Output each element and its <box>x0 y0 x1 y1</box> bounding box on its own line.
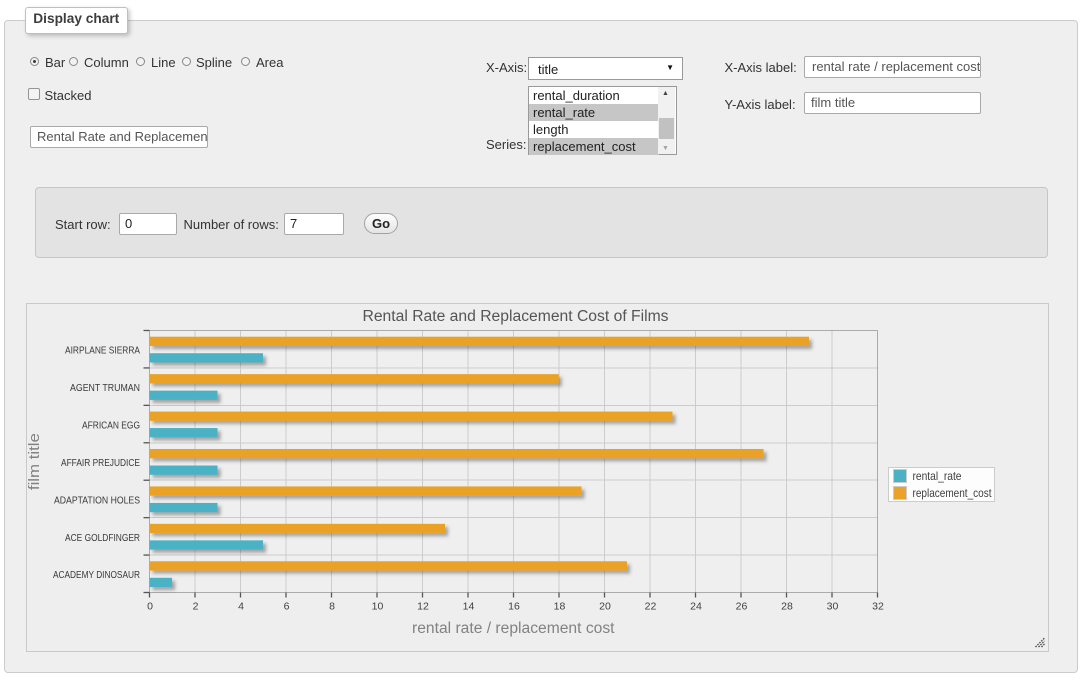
svg-text:ADAPTATION HOLES: ADAPTATION HOLES <box>54 495 140 506</box>
svg-text:AFFAIR PREJUDICE: AFFAIR PREJUDICE <box>61 458 140 469</box>
svg-text:30: 30 <box>827 601 839 613</box>
svg-text:AFRICAN EGG: AFRICAN EGG <box>82 420 140 431</box>
svg-text:AIRPLANE SIERRA: AIRPLANE SIERRA <box>65 346 140 357</box>
svg-text:AGENT TRUMAN: AGENT TRUMAN <box>70 383 140 394</box>
svg-text:10: 10 <box>372 601 384 613</box>
svg-text:ACE GOLDFINGER: ACE GOLDFINGER <box>65 533 140 544</box>
svg-text:32: 32 <box>872 601 884 613</box>
svg-text:28: 28 <box>781 601 793 613</box>
svg-text:26: 26 <box>736 601 748 613</box>
svg-text:replacement_cost: replacement_cost <box>913 486 993 500</box>
svg-text:film title: film title <box>26 433 43 490</box>
svg-text:12: 12 <box>417 601 429 613</box>
svg-text:8: 8 <box>329 601 335 613</box>
svg-text:4: 4 <box>238 601 244 613</box>
svg-text:16: 16 <box>508 601 520 613</box>
svg-text:22: 22 <box>645 601 657 613</box>
svg-text:20: 20 <box>599 601 611 613</box>
svg-text:rental rate / replacement cost: rental rate / replacement cost <box>412 620 615 637</box>
svg-text:ACADEMY DINOSAUR: ACADEMY DINOSAUR <box>53 570 140 581</box>
svg-text:6: 6 <box>284 601 290 613</box>
svg-text:14: 14 <box>463 601 475 613</box>
svg-text:0: 0 <box>147 601 153 613</box>
svg-text:2: 2 <box>193 601 199 613</box>
svg-text:Rental Rate and Replacement Co: Rental Rate and Replacement Cost of Film… <box>363 308 669 325</box>
svg-text:24: 24 <box>690 601 702 613</box>
svg-text:18: 18 <box>554 601 566 613</box>
svg-text:rental_rate: rental_rate <box>913 469 962 483</box>
